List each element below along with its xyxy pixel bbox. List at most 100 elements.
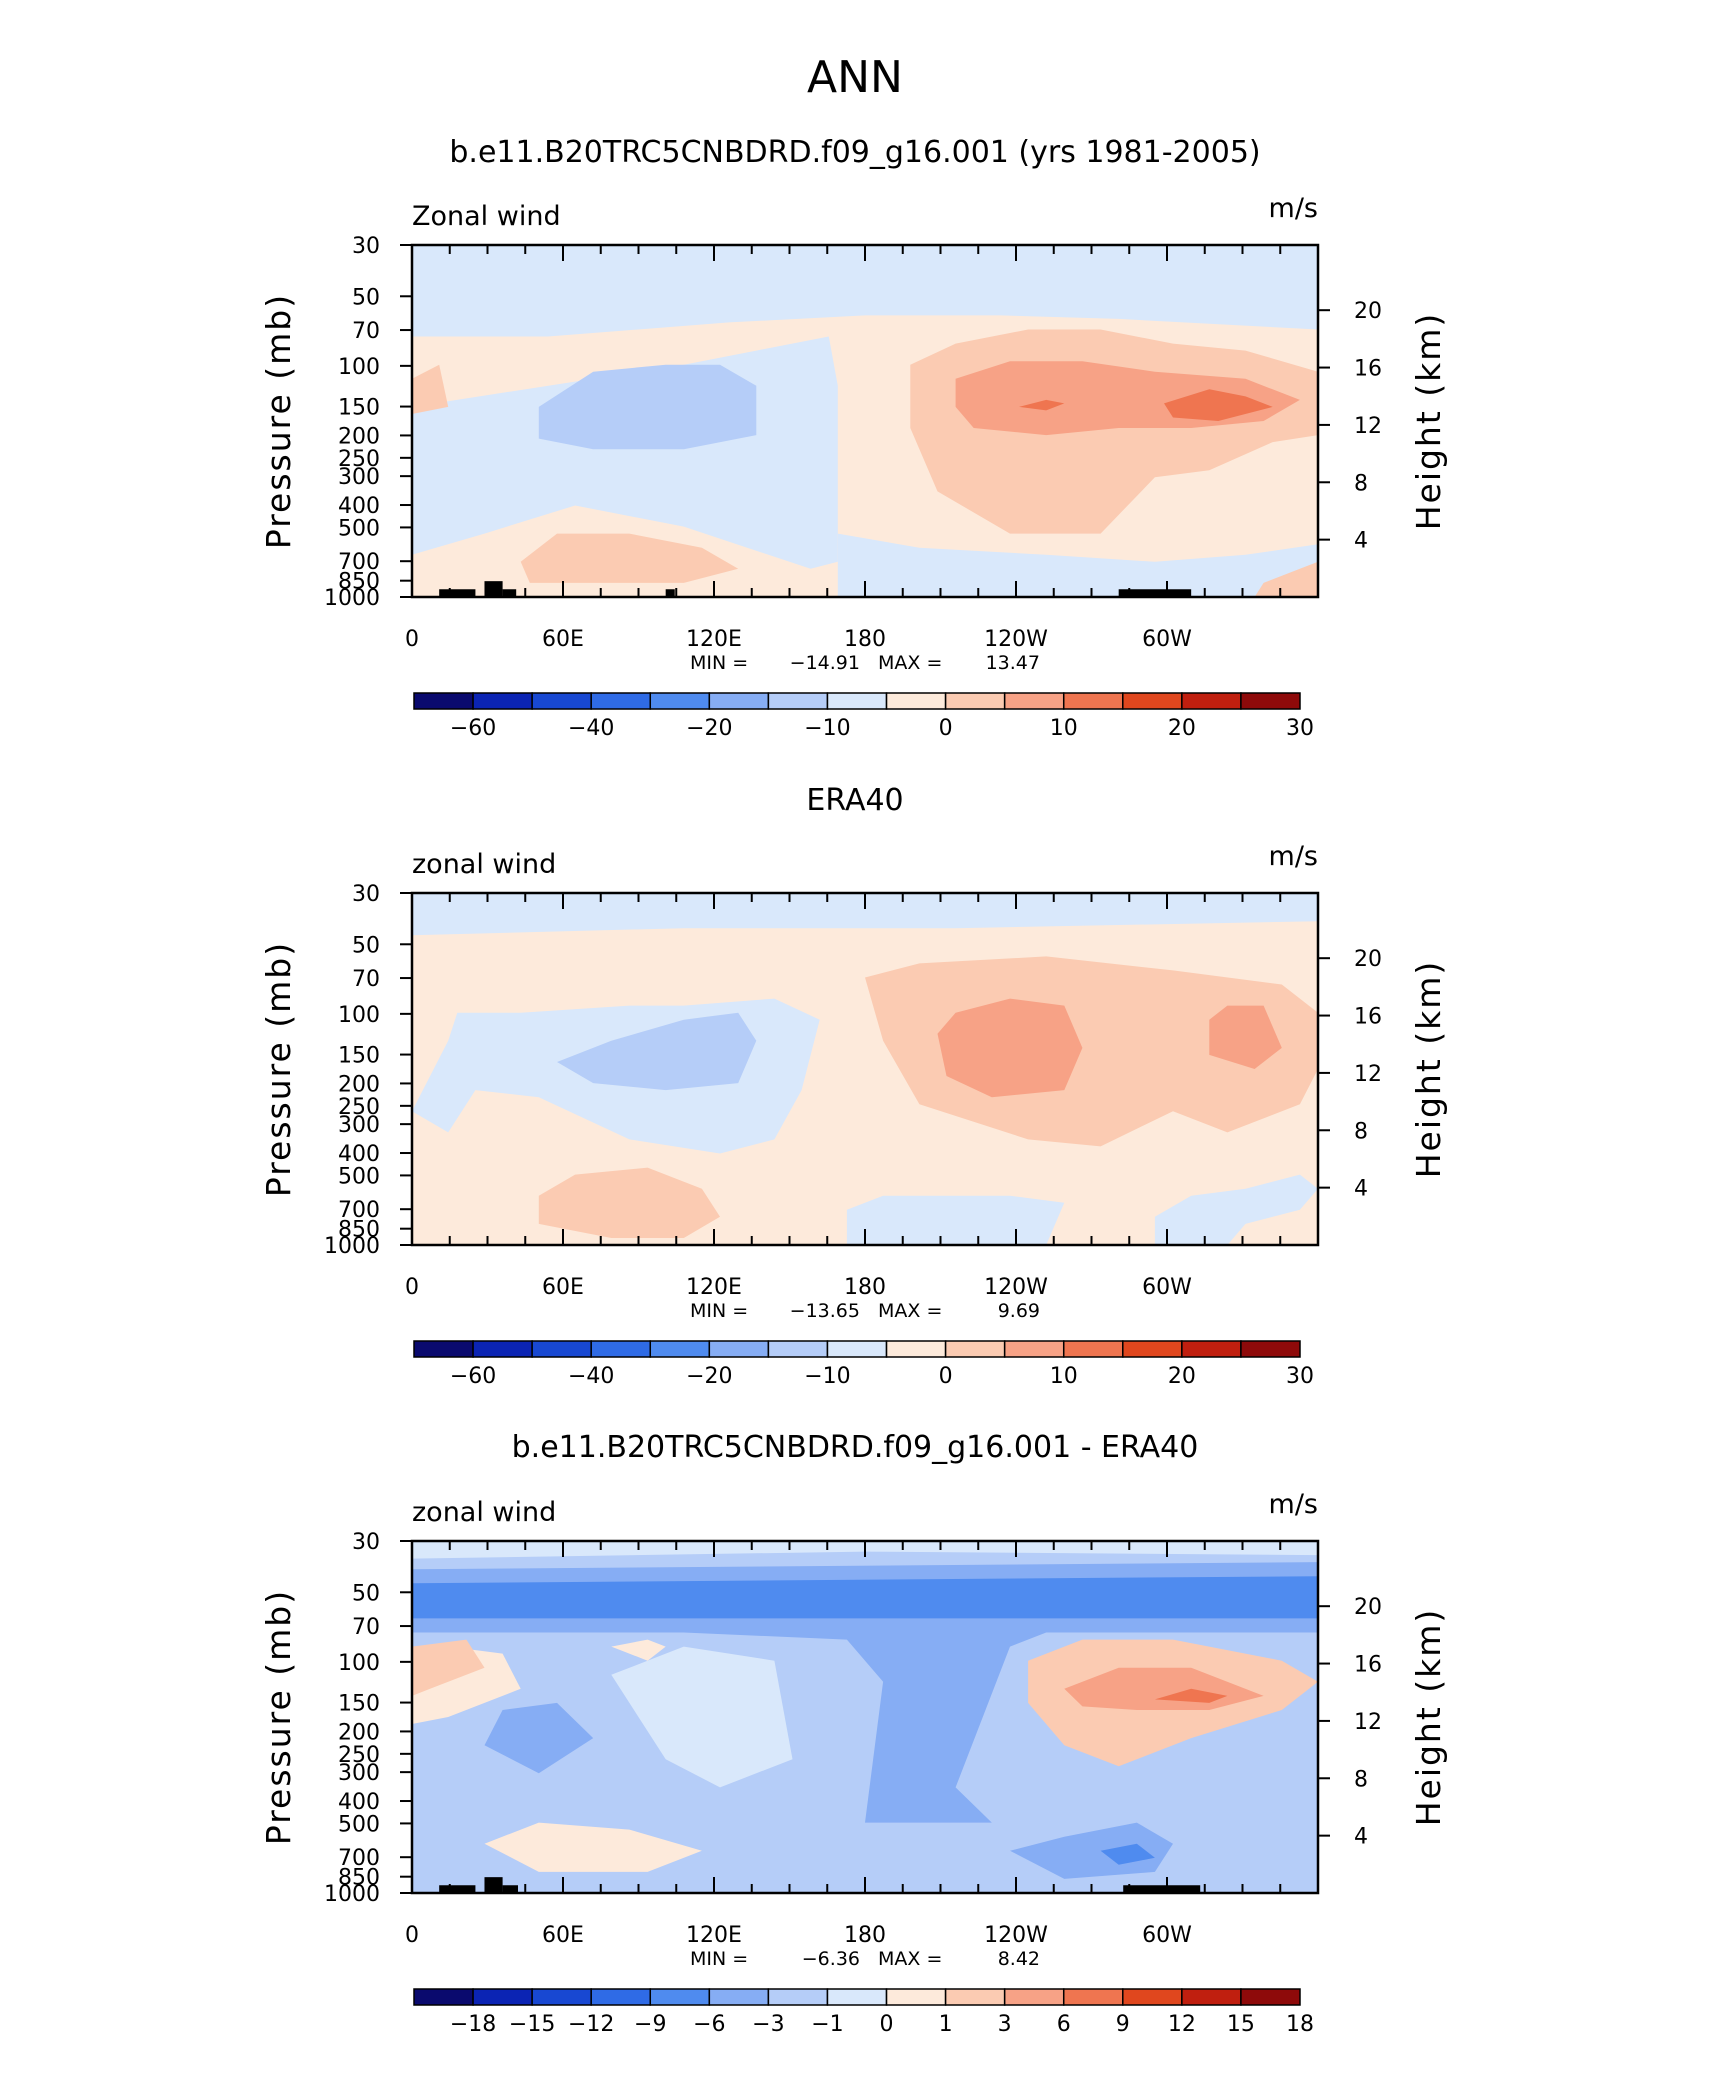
colorbar-box bbox=[1062, 692, 1124, 710]
y-tick-label: 850 bbox=[338, 1866, 380, 1891]
height-tick-label: 8 bbox=[1354, 1119, 1368, 1144]
y-tick-label: 500 bbox=[338, 1164, 380, 1189]
colorbar-label: −12 bbox=[568, 2012, 614, 2037]
contour-field bbox=[412, 893, 1318, 1245]
colorbar-box bbox=[767, 692, 829, 710]
contour-panel-2: ERA40 zonal wind m/s 0 60E 120E 180 120W 60W 30 50… bbox=[259, 783, 1448, 1389]
colorbar-label: 20 bbox=[1168, 716, 1196, 741]
colorbar-box bbox=[885, 692, 947, 710]
colorbar-box bbox=[1240, 1340, 1301, 1358]
height-axis-title: Height (km) bbox=[1409, 960, 1448, 1179]
colorbar-label: 3 bbox=[998, 2012, 1012, 2037]
y-axis-title: Pressure (mb) bbox=[259, 293, 298, 549]
contour-region bbox=[412, 245, 1318, 337]
height-tick-label: 12 bbox=[1354, 1062, 1382, 1087]
land-mask bbox=[665, 589, 675, 597]
contour-field bbox=[412, 1541, 1318, 1893]
y-tick-label: 100 bbox=[338, 1003, 380, 1028]
colorbar-label: −60 bbox=[450, 716, 496, 741]
colorbar-box bbox=[826, 1340, 888, 1358]
contour-region bbox=[484, 1822, 702, 1872]
contour-region bbox=[865, 956, 1318, 1147]
y-tick-label: 1000 bbox=[324, 1234, 380, 1259]
contour-region bbox=[1154, 1174, 1318, 1245]
variable-label: zonal wind bbox=[412, 849, 556, 880]
land-mask bbox=[1118, 589, 1192, 597]
min-label: MIN = bbox=[690, 652, 748, 674]
min-value: −6.36 bbox=[802, 1948, 860, 1970]
contour-region bbox=[412, 1576, 1318, 1619]
x-tick-label: 0 bbox=[405, 1923, 419, 1948]
min-label: MIN = bbox=[690, 1948, 748, 1970]
max-value: 8.42 bbox=[998, 1948, 1040, 1970]
land-mask bbox=[1123, 1885, 1201, 1893]
y-tick-label: 1000 bbox=[324, 1882, 380, 1907]
colorbar-box bbox=[649, 1340, 711, 1358]
colorbar-label: −18 bbox=[450, 2012, 496, 2037]
colorbar-box bbox=[590, 692, 652, 710]
colorbar-box bbox=[590, 1340, 652, 1358]
land-mask bbox=[439, 589, 476, 597]
contour-region bbox=[520, 533, 739, 583]
colorbar-box bbox=[472, 1988, 533, 2006]
colorbar: −60 −40 −20 −10 0 10 20 30 bbox=[413, 692, 1314, 741]
figure-title: ANN bbox=[807, 52, 903, 103]
colorbar-label: −20 bbox=[686, 716, 732, 741]
colorbar-label: 20 bbox=[1168, 1364, 1196, 1389]
x-tick-label: 60W bbox=[1142, 1923, 1192, 1948]
colorbar: −18 −15 −12 −9 −6 −3 −1 0 1 3 6 9 12 15 18 bbox=[413, 1988, 1314, 2037]
colorbar-box bbox=[413, 692, 474, 710]
y-tick-label: 150 bbox=[338, 396, 380, 421]
contour-field bbox=[412, 245, 1318, 597]
contour-region bbox=[1164, 389, 1273, 421]
max-label: MAX = bbox=[878, 652, 942, 674]
panel-title: ERA40 bbox=[806, 783, 903, 818]
colorbar-label: 10 bbox=[1050, 716, 1078, 741]
colorbar-label: 9 bbox=[1116, 2012, 1130, 2037]
height-tick-label: 4 bbox=[1354, 529, 1368, 554]
y-tick-label: 70 bbox=[352, 967, 380, 992]
contour-region bbox=[937, 998, 1083, 1098]
contour-region bbox=[557, 1012, 757, 1091]
height-tick-label: 4 bbox=[1354, 1177, 1368, 1202]
variable-label: Zonal wind bbox=[412, 201, 561, 232]
x-tick-label: 120W bbox=[984, 1923, 1048, 1948]
colorbar-label: −10 bbox=[804, 1364, 850, 1389]
colorbar-box bbox=[767, 1988, 829, 2006]
colorbar-box bbox=[885, 1340, 947, 1358]
colorbar-label: −60 bbox=[450, 1364, 496, 1389]
y-tick-label: 250 bbox=[338, 1095, 380, 1120]
y-tick-label: 300 bbox=[338, 465, 380, 490]
y-tick-label: 400 bbox=[338, 494, 380, 519]
colorbar-label: −15 bbox=[509, 2012, 555, 2037]
colorbar-label: 1 bbox=[939, 2012, 953, 2037]
contour-panel-3: b.e11.B20TRC5CNBDRD.f09_g16.001 - ERA40 z… bbox=[259, 1430, 1448, 2037]
colorbar-box bbox=[944, 692, 1006, 710]
min-value: −13.65 bbox=[790, 1300, 860, 1322]
colorbar-box bbox=[531, 1340, 592, 1358]
y-tick-label: 70 bbox=[352, 319, 380, 344]
height-tick-label: 20 bbox=[1354, 947, 1382, 972]
y-tick-label: 100 bbox=[338, 355, 380, 380]
contour-region bbox=[412, 1562, 1318, 1823]
contour-region bbox=[538, 364, 757, 450]
y-tick-label: 50 bbox=[352, 1581, 380, 1606]
y-tick-label: 200 bbox=[338, 1072, 380, 1097]
colorbar-label: 0 bbox=[880, 2012, 894, 2037]
colorbar-label: 6 bbox=[1057, 2012, 1071, 2037]
y-tick-label: 400 bbox=[338, 1790, 380, 1815]
colorbar-label: 0 bbox=[939, 1364, 953, 1389]
colorbar-box bbox=[708, 1988, 770, 2006]
height-tick-label: 12 bbox=[1354, 1710, 1382, 1735]
colorbar-box bbox=[944, 1988, 1006, 2006]
height-tick-label: 20 bbox=[1354, 1595, 1382, 1620]
colorbar-box bbox=[1181, 1340, 1242, 1358]
y-tick-label: 30 bbox=[352, 882, 380, 907]
colorbar-box bbox=[1003, 1340, 1065, 1358]
colorbar-box bbox=[472, 1340, 533, 1358]
max-label: MAX = bbox=[878, 1948, 942, 1970]
colorbar-box bbox=[1003, 1988, 1065, 2006]
colorbar-box bbox=[1240, 692, 1301, 710]
colorbar-box bbox=[826, 692, 888, 710]
